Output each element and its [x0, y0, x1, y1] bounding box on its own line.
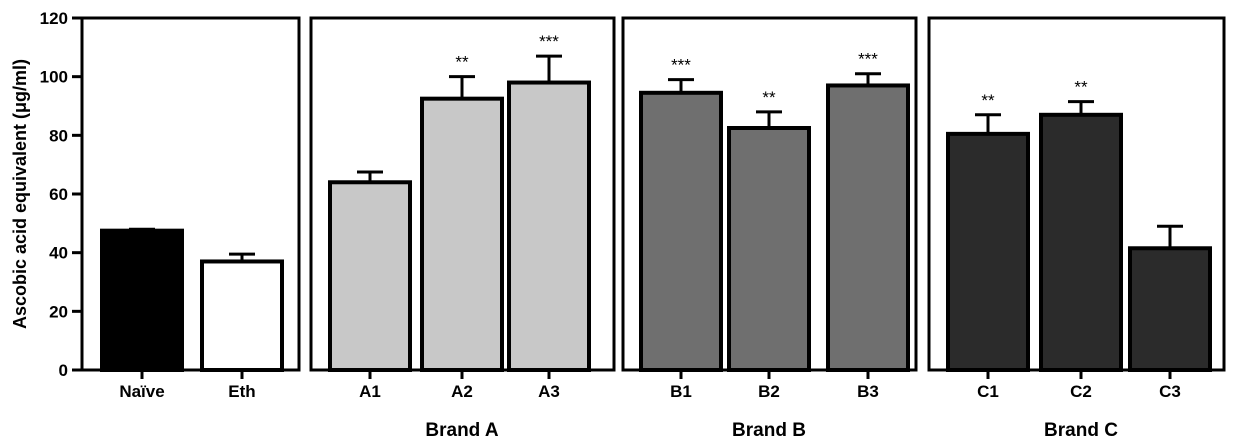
panel-frame: [621, 16, 918, 372]
significance-label: **: [455, 53, 469, 72]
x-tick-label: A1: [359, 382, 381, 401]
bar: [639, 90, 723, 373]
bar: [1128, 246, 1212, 372]
x-tick-label: A3: [538, 382, 560, 401]
bar: [826, 83, 910, 372]
group-label: Brand C: [1044, 420, 1118, 441]
panel: A1 A2 ** A3 *** Brand A: [309, 16, 616, 441]
y-axis-title: Ascobic acid equivalent (μg/ml): [10, 59, 30, 329]
significance-label: **: [981, 91, 995, 110]
y-tick-label: 40: [49, 244, 68, 263]
x-tick-label: C3: [1159, 382, 1181, 401]
x-tick-label: C1: [977, 382, 999, 401]
group-label: Brand B: [732, 420, 806, 441]
x-tick-label: B2: [758, 382, 780, 401]
y-axis: 0 20 40 60 80 100 120: [40, 9, 82, 380]
bar: [507, 80, 591, 373]
bar: [1039, 112, 1123, 372]
x-tick-label: Naïve: [119, 382, 164, 401]
y-tick-label: 120: [40, 9, 68, 28]
x-tick-label: Eth: [228, 382, 255, 401]
bar: [420, 96, 504, 373]
x-tick-label: A2: [451, 382, 473, 401]
bar: [200, 259, 284, 373]
panel: C1 ** C2 ** C3 Brand C: [927, 16, 1226, 441]
panel-frame: [80, 16, 301, 372]
y-tick-label: 80: [49, 126, 68, 145]
panel: B1 *** B2 ** B3 *** Brand B: [621, 16, 918, 441]
y-tick-label: 100: [40, 68, 68, 87]
bar: [328, 180, 412, 372]
significance-label: **: [762, 88, 776, 107]
bar: [727, 126, 811, 372]
panel: Naïve Eth: [80, 16, 301, 401]
x-tick-label: B1: [670, 382, 692, 401]
y-tick-label: 20: [49, 302, 68, 321]
y-tick-label: 60: [49, 185, 68, 204]
significance-label: ***: [858, 50, 878, 69]
x-tick-label: C2: [1070, 382, 1092, 401]
panel-frame: [309, 16, 616, 372]
significance-label: ***: [671, 56, 691, 75]
group-label: Brand A: [425, 420, 498, 441]
x-tick-label: B3: [857, 382, 879, 401]
panels: Naïve Eth A1 A2**A3***Brand AB1***B2**B3***…: [80, 16, 1226, 441]
significance-label: **: [1074, 78, 1088, 97]
bar: [946, 131, 1030, 372]
significance-label: ***: [539, 32, 559, 51]
bar: [100, 228, 184, 372]
y-tick-label: 0: [59, 361, 68, 380]
panel-frame: [927, 16, 1226, 372]
